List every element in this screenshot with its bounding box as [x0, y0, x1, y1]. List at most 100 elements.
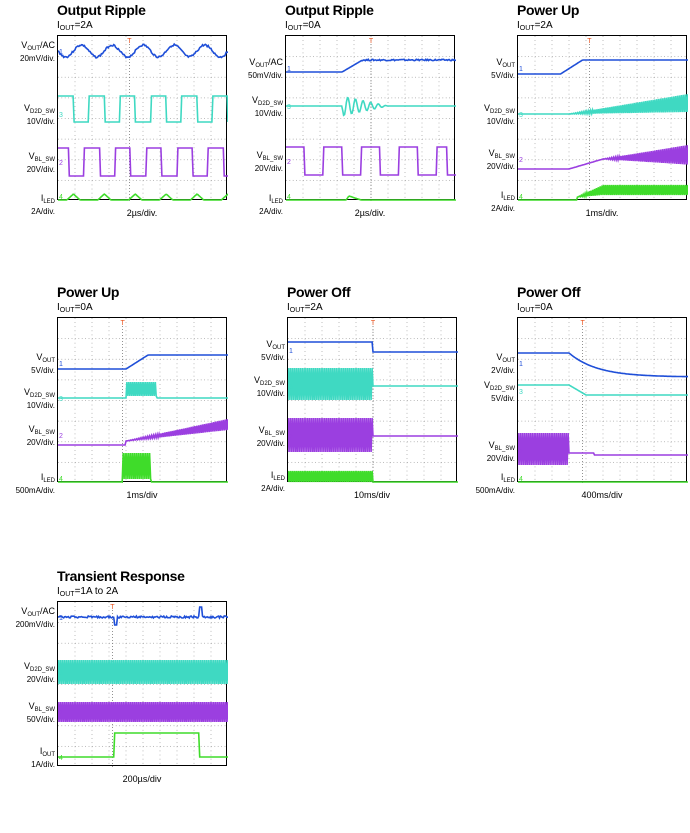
- grid-dot: [106, 338, 107, 339]
- grid-dot: [163, 421, 164, 422]
- grid-dot: [356, 351, 357, 352]
- grid-dot: [140, 180, 141, 181]
- grid-dot: [583, 97, 584, 98]
- grid-dot: [160, 90, 161, 91]
- grid-dot: [323, 180, 324, 181]
- grid-dot: [569, 421, 570, 422]
- grid-dot: [525, 77, 526, 78]
- grid-dot: [109, 135, 110, 136]
- grid-dot: [391, 56, 392, 57]
- grid-dot: [146, 77, 147, 78]
- grid-dot: [586, 180, 587, 181]
- grid-dot: [535, 61, 536, 62]
- grid-dot: [303, 40, 304, 41]
- grid-dot: [194, 376, 195, 377]
- grid-dot: [298, 400, 299, 401]
- grid-dot: [211, 359, 212, 360]
- grid-dot: [617, 118, 618, 119]
- grid-dot: [671, 94, 672, 95]
- grid-dot: [347, 139, 348, 140]
- grid-dot: [187, 77, 188, 78]
- grid-dot: [405, 197, 406, 198]
- grid-dot: [194, 338, 195, 339]
- channel-scale: 10V/div.: [24, 117, 55, 126]
- grid-dot: [535, 355, 536, 356]
- grid-dot: [75, 372, 76, 373]
- grid-dot: [157, 139, 158, 140]
- grid-dot: [177, 102, 178, 103]
- grid-dot: [143, 693, 144, 694]
- grid-dot: [620, 392, 621, 393]
- grid-dot: [305, 335, 306, 336]
- grid-dot: [300, 97, 301, 98]
- grid-dot: [661, 379, 662, 380]
- grid-dot: [214, 379, 215, 380]
- grid-dot: [555, 180, 556, 181]
- grid-dot: [143, 335, 144, 336]
- grid-dot: [668, 421, 669, 422]
- grid-dot: [194, 701, 195, 702]
- grid-dot: [361, 77, 362, 78]
- grid-dot: [340, 159, 341, 160]
- grid-dot: [334, 118, 335, 119]
- grid-dot: [211, 135, 212, 136]
- grid-dot: [359, 462, 360, 463]
- grid-dot: [177, 338, 178, 339]
- grid-dot: [586, 159, 587, 160]
- channel-scale: 5V/div.: [491, 71, 515, 80]
- grid-dot: [291, 400, 292, 401]
- grid-dot: [528, 338, 529, 339]
- grid-dot: [170, 421, 171, 422]
- grid-dot: [422, 77, 423, 78]
- grid-dot: [184, 97, 185, 98]
- grid-dot: [535, 152, 536, 153]
- grid-dot: [160, 368, 161, 369]
- grid-dot: [82, 118, 83, 119]
- grid-dot: [620, 376, 621, 377]
- grid-dot: [566, 421, 567, 422]
- grid-dot: [448, 359, 449, 360]
- grid-dot: [603, 326, 604, 327]
- grid-dot: [160, 458, 161, 459]
- grid-dot: [160, 384, 161, 385]
- grid-dot: [92, 372, 93, 373]
- grid-dot: [388, 118, 389, 119]
- grid-dot: [116, 97, 117, 98]
- grid-dot: [630, 97, 631, 98]
- grid-dot: [306, 180, 307, 181]
- grid-dot: [432, 56, 433, 57]
- grid-dot: [347, 118, 348, 119]
- grid-dot: [126, 438, 127, 439]
- grid-dot: [194, 471, 195, 472]
- grid-dot: [92, 602, 93, 603]
- grid-dot: [194, 400, 195, 401]
- grid-dot: [288, 400, 289, 401]
- grid-dot: [177, 619, 178, 620]
- grid-dot: [174, 97, 175, 98]
- grid-dot: [429, 180, 430, 181]
- grid-dot: [143, 751, 144, 752]
- grid-dot: [211, 631, 212, 632]
- grid-dot: [441, 368, 442, 369]
- grid-dot: [390, 326, 391, 327]
- grid-dot: [552, 139, 553, 140]
- grid-dot: [366, 400, 367, 401]
- grid-dot: [75, 619, 76, 620]
- grid-dot: [617, 77, 618, 78]
- grid-dot: [356, 322, 357, 323]
- grid-dot: [439, 94, 440, 95]
- grid-dot: [566, 77, 567, 78]
- grid-dot: [126, 326, 127, 327]
- grid-dot: [617, 379, 618, 380]
- grid-dot: [586, 392, 587, 393]
- grid-dot: [356, 326, 357, 327]
- grid-dot: [385, 118, 386, 119]
- grid-dot: [538, 421, 539, 422]
- grid-dot: [439, 114, 440, 115]
- grid-dot: [325, 338, 326, 339]
- grid-dot: [160, 189, 161, 190]
- grid-dot: [668, 338, 669, 339]
- grid-dot: [441, 458, 442, 459]
